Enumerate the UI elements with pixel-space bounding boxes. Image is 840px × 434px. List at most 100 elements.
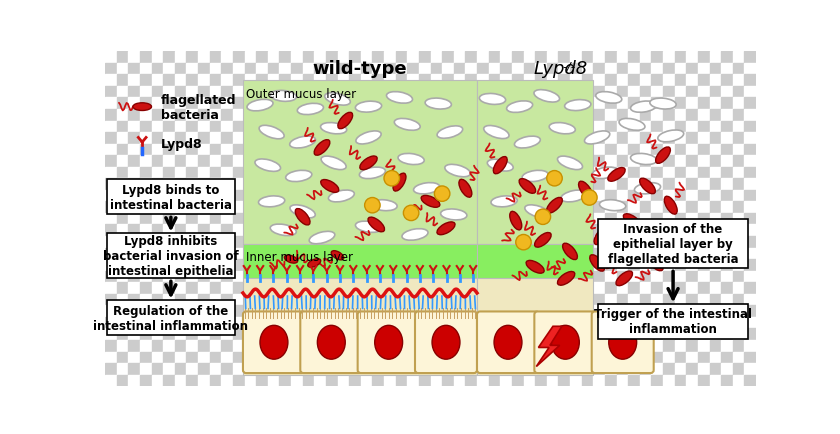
Bar [593, 363, 605, 375]
Bar [477, 329, 489, 340]
Bar [314, 363, 326, 375]
Bar [198, 237, 210, 248]
Bar [651, 225, 663, 237]
Ellipse shape [650, 99, 676, 110]
Bar [129, 237, 140, 248]
Bar [663, 294, 675, 306]
Ellipse shape [413, 183, 439, 194]
Bar [384, 202, 396, 214]
Bar [663, 248, 675, 260]
Bar [663, 214, 675, 225]
Bar [651, 144, 663, 156]
Bar [186, 87, 198, 98]
Bar [617, 202, 628, 214]
Bar [454, 352, 465, 363]
Bar [280, 168, 291, 179]
Bar [535, 121, 547, 133]
Bar [210, 340, 221, 352]
Bar [675, 179, 686, 191]
Bar [640, 64, 651, 75]
Ellipse shape [318, 326, 345, 359]
Bar [512, 306, 523, 317]
Bar [314, 52, 326, 64]
Bar [326, 133, 338, 144]
Bar [547, 168, 559, 179]
Bar [535, 168, 547, 179]
Bar [117, 156, 129, 168]
Ellipse shape [270, 91, 297, 102]
Bar [372, 237, 384, 248]
Bar [105, 375, 117, 386]
Bar [419, 271, 431, 283]
Bar [570, 191, 581, 202]
Bar [744, 75, 756, 87]
Bar [117, 271, 129, 283]
Bar [163, 352, 175, 363]
FancyBboxPatch shape [243, 312, 305, 373]
Bar [384, 98, 396, 110]
Bar [360, 260, 372, 271]
Bar [396, 340, 407, 352]
Bar [244, 110, 256, 121]
Bar [163, 110, 175, 121]
Bar [686, 283, 698, 294]
Ellipse shape [519, 179, 536, 194]
Bar [314, 352, 326, 363]
Bar [105, 294, 117, 306]
Bar [651, 237, 663, 248]
Bar [233, 202, 244, 214]
Bar [326, 260, 338, 271]
Bar [477, 352, 489, 363]
Bar [349, 294, 360, 306]
Bar [523, 283, 535, 294]
Bar [326, 191, 338, 202]
Bar [628, 98, 640, 110]
Bar [221, 87, 233, 98]
Bar [581, 168, 593, 179]
Bar [140, 237, 151, 248]
Bar [140, 133, 151, 144]
Bar [396, 248, 407, 260]
Bar [198, 248, 210, 260]
Bar [732, 352, 744, 363]
Bar [140, 248, 151, 260]
Bar [221, 294, 233, 306]
Bar [651, 87, 663, 98]
Bar [105, 191, 117, 202]
Bar [280, 202, 291, 214]
Bar [605, 306, 617, 317]
Bar [628, 168, 640, 179]
Bar [302, 352, 314, 363]
Bar [559, 329, 570, 340]
Bar [396, 179, 407, 191]
Ellipse shape [561, 191, 587, 202]
Bar [605, 121, 617, 133]
Bar [512, 179, 523, 191]
Bar [686, 271, 698, 283]
Ellipse shape [631, 102, 657, 113]
Bar [302, 179, 314, 191]
Bar [581, 306, 593, 317]
Bar [732, 237, 744, 248]
Bar [547, 121, 559, 133]
Bar [570, 75, 581, 87]
Bar [512, 52, 523, 64]
Bar [210, 248, 221, 260]
Bar [442, 110, 454, 121]
Bar [198, 260, 210, 271]
Bar [559, 168, 570, 179]
Bar [372, 98, 384, 110]
Bar [605, 87, 617, 98]
Bar [465, 214, 477, 225]
Bar [605, 363, 617, 375]
Bar [360, 317, 372, 329]
Bar [210, 98, 221, 110]
Bar [442, 75, 454, 87]
Bar [384, 156, 396, 168]
Bar [396, 271, 407, 283]
Bar [280, 179, 291, 191]
Bar [744, 271, 756, 283]
Bar [477, 260, 489, 271]
Bar [372, 283, 384, 294]
Bar [129, 271, 140, 283]
